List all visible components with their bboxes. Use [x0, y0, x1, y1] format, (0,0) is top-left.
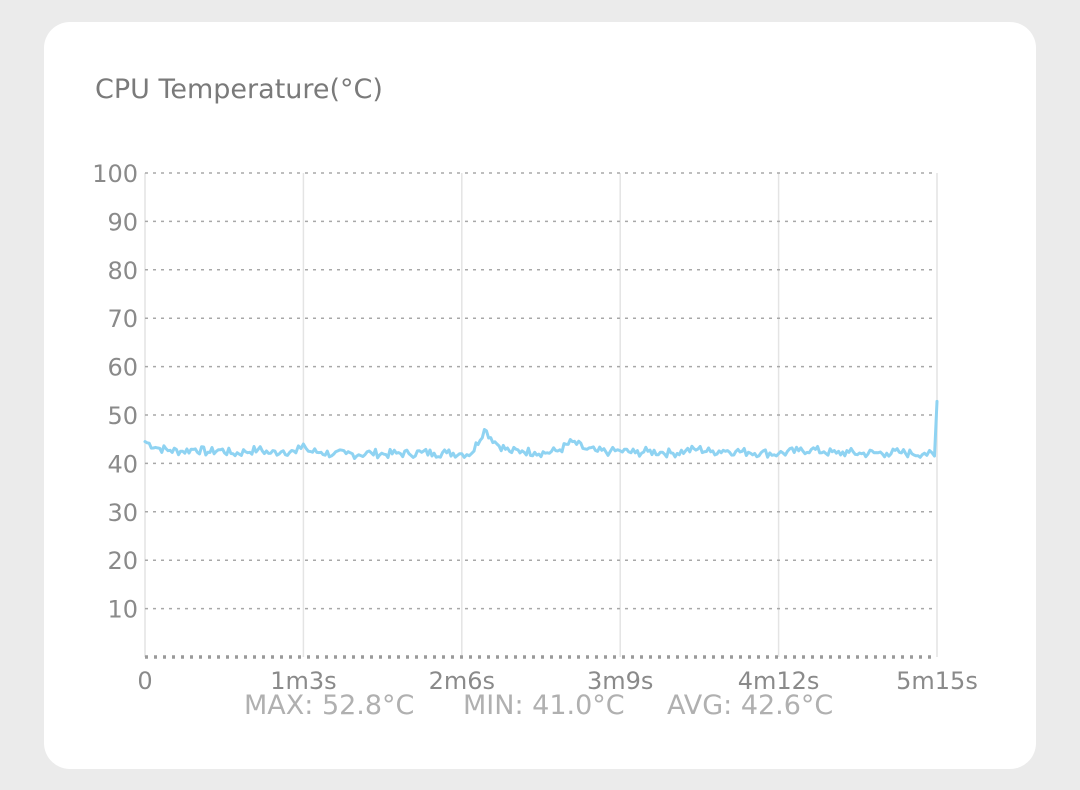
- y-tick-label: 90: [107, 208, 138, 236]
- x-tick-label: 3m9s: [587, 667, 653, 695]
- max-temperature: MAX: 52.8°C: [244, 690, 415, 721]
- x-tick-label: 2m6s: [429, 667, 495, 695]
- x-tick-label: 0: [137, 667, 152, 695]
- cpu-temperature-card: CPU Temperature(°C): [44, 22, 1036, 769]
- y-tick-label: 20: [107, 547, 138, 575]
- x-tick-label: 1m3s: [270, 667, 336, 695]
- y-tick-label: 70: [107, 305, 138, 333]
- x-tick-label: 4m12s: [738, 667, 820, 695]
- temperature-stats: MAX: 52.8°C MIN: 41.0°C AVG: 42.6°C: [0, 690, 1080, 730]
- y-tick-label: 30: [107, 499, 138, 527]
- series-layer: [143, 399, 939, 460]
- y-tick-label: 80: [107, 257, 138, 285]
- y-tick-label: 100: [92, 160, 138, 188]
- y-tick-label: 10: [107, 596, 138, 624]
- y-tick-label: 40: [107, 450, 138, 478]
- avg-temperature: AVG: 42.6°C: [667, 690, 834, 721]
- y-tick-label: 60: [107, 354, 138, 382]
- axis-layer: 10 20 30 40 50 60 70 80 90 100 0 1m3s 2m6s 3m9s 4m12s 5…: [92, 160, 978, 695]
- min-temperature: MIN: 41.0°C: [463, 690, 625, 721]
- x-tick-label: 5m15s: [896, 667, 978, 695]
- cpu-temperature-series-line: [143, 399, 939, 460]
- y-tick-label: 50: [107, 402, 138, 430]
- grid-layer: [144, 172, 938, 659]
- chart-title: CPU Temperature(°C): [95, 74, 383, 105]
